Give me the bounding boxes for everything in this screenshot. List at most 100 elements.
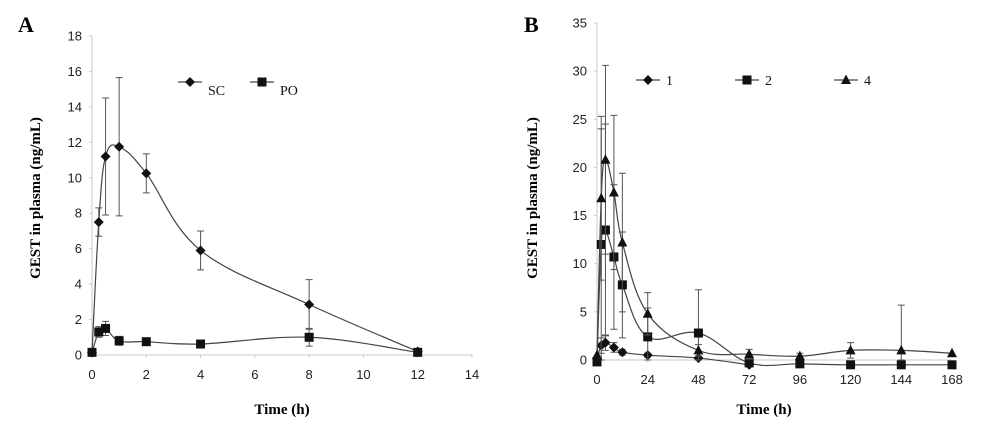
data-point (592, 349, 602, 360)
data-point (846, 360, 856, 370)
legend-label: SC (208, 84, 225, 99)
legend-label: 2 (765, 74, 772, 89)
y-tick-label: 0 (75, 348, 82, 363)
data-point (642, 308, 653, 318)
data-point (643, 332, 653, 342)
data-point (413, 347, 423, 357)
y-tick-label: 0 (580, 353, 587, 368)
legend-marker (185, 77, 195, 87)
legend-marker (643, 75, 653, 85)
data-point (600, 154, 611, 164)
data-point (600, 337, 611, 348)
x-tick-label: 24 (640, 372, 654, 387)
y-tick-label: 8 (75, 206, 82, 221)
panel-b-series-4-line (596, 159, 953, 357)
panel-a-ylabel: GEST in plasma (ng/mL) (28, 117, 44, 279)
data-point (196, 339, 206, 349)
data-point (114, 336, 124, 346)
legend-marker (841, 74, 851, 84)
data-point (101, 323, 111, 333)
data-point (693, 344, 704, 355)
data-point (947, 347, 957, 358)
x-tick-label: 48 (691, 372, 705, 387)
data-point (617, 237, 628, 247)
x-tick-label: 96 (793, 372, 807, 387)
panel-a-plot: 0 2 4 6 8 10 12 14 16 18 0 2 4 6 8 10 12 14 SC PO (68, 29, 480, 383)
panel-b-series-2 (592, 123, 957, 370)
data-point (744, 348, 755, 359)
x-tick-label: 10 (356, 367, 370, 382)
data-point (596, 192, 607, 203)
data-point (94, 327, 104, 337)
y-tick-label: 20 (573, 160, 587, 175)
x-tick-label: 4 (197, 367, 204, 382)
panel-b-series-2-line (596, 226, 952, 367)
data-point (947, 360, 957, 370)
y-tick-label: 10 (68, 170, 82, 185)
data-point (608, 186, 619, 197)
data-point (744, 358, 754, 368)
panel-a-series-SC (87, 77, 423, 358)
data-point (617, 347, 628, 358)
x-tick-label: 0 (88, 367, 95, 382)
panel-a-legend-item-PO: PO (250, 77, 298, 99)
y-tick-label: 30 (573, 64, 587, 79)
panel-b-ylabel: GEST in plasma (ng/mL) (525, 117, 541, 279)
legend-label: PO (280, 84, 298, 99)
panel-b-legend-item-2: 2 (735, 74, 772, 89)
data-point (100, 151, 111, 162)
x-tick-label: 72 (742, 372, 756, 387)
data-point (608, 342, 619, 353)
x-tick-label: 144 (890, 372, 912, 387)
y-tick-label: 14 (68, 99, 82, 114)
y-tick-label: 5 (580, 304, 587, 319)
legend-label: 4 (864, 74, 871, 89)
data-point (304, 299, 315, 310)
data-point (195, 245, 206, 256)
data-point (693, 328, 703, 338)
data-point (592, 357, 602, 367)
data-point (87, 347, 97, 357)
x-tick-label: 12 (410, 367, 424, 382)
data-point (795, 359, 805, 369)
panel-a-series-SC-line (91, 144, 418, 353)
y-tick-label: 2 (75, 312, 82, 327)
x-tick-label: 8 (306, 367, 313, 382)
y-tick-label: 25 (573, 112, 587, 127)
y-tick-label: 35 (573, 16, 587, 31)
y-tick-label: 16 (68, 64, 82, 79)
y-tick-label: 15 (573, 208, 587, 223)
panel-b-series-4 (592, 64, 957, 361)
x-tick-label: 0 (593, 372, 600, 387)
y-tick-label: 18 (68, 29, 82, 44)
legend-marker (257, 77, 267, 87)
panel-a-series-PO (87, 320, 423, 357)
x-tick-label: 120 (840, 372, 862, 387)
data-point (896, 360, 906, 370)
data-point (304, 332, 314, 342)
x-tick-label: 2 (143, 367, 150, 382)
data-point (141, 168, 152, 179)
data-point (845, 344, 856, 355)
data-point (114, 141, 125, 152)
y-tick-label: 12 (68, 135, 82, 150)
y-tick-label: 10 (573, 256, 587, 271)
legend-label: 1 (666, 74, 673, 89)
panel-b-legend-item-1: 1 (636, 74, 673, 89)
panel-a-legend-item-SC: SC (178, 77, 225, 99)
panel-label-a: A (18, 12, 34, 37)
data-point (794, 350, 805, 361)
data-point (93, 217, 104, 228)
panel-b-xlabel: Time (h) (736, 402, 791, 418)
y-tick-label: 6 (75, 241, 82, 256)
panel-label-b: B (524, 12, 539, 37)
y-tick-label: 4 (75, 277, 82, 292)
panel-b-legend-item-4: 4 (834, 74, 871, 89)
panel-a-xlabel: Time (h) (254, 402, 309, 418)
data-point (896, 344, 907, 355)
x-tick-label: 14 (465, 367, 479, 382)
x-tick-label: 168 (941, 372, 963, 387)
x-tick-label: 6 (251, 367, 258, 382)
